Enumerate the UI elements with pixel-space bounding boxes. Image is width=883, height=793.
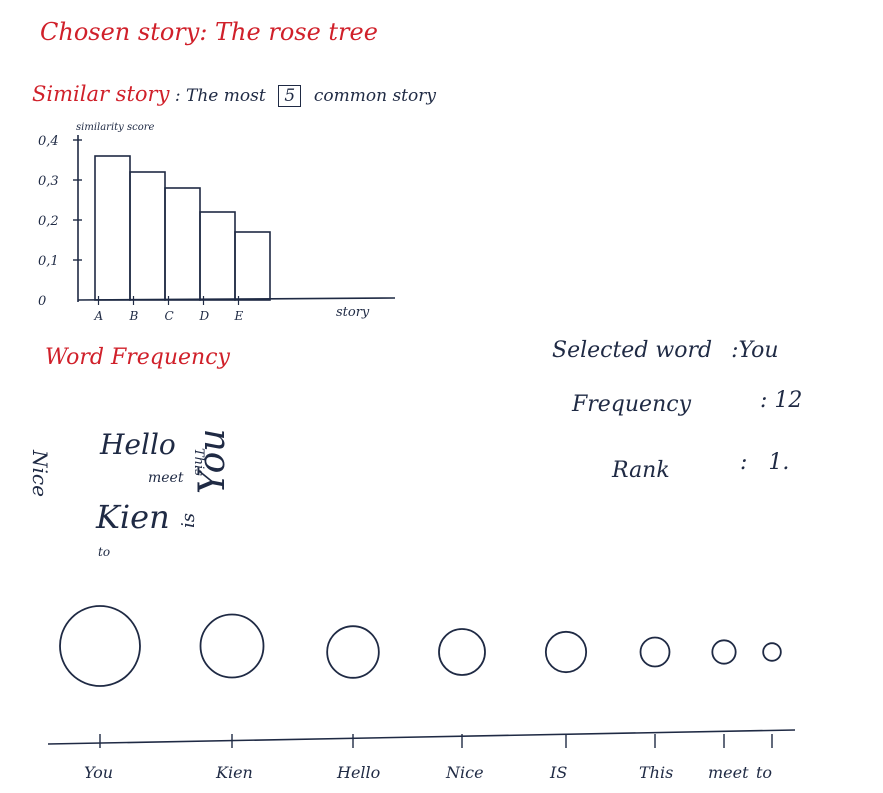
timeline-label-is[interactable]: IS bbox=[549, 763, 567, 782]
timeline-label-this[interactable]: This bbox=[639, 763, 673, 782]
chosen-story-line: Chosen story: The rose tree bbox=[40, 18, 378, 46]
bubble-this bbox=[639, 636, 671, 668]
timeline-axis bbox=[47, 729, 796, 745]
x-tick-label-C: C bbox=[165, 309, 174, 323]
bubble-nice bbox=[438, 628, 486, 676]
timeline-label-to[interactable]: to bbox=[756, 763, 772, 782]
rank-value-row: : 1. bbox=[740, 450, 790, 475]
timeline-label-hello[interactable]: Hello bbox=[336, 763, 380, 782]
cloud-word-hello[interactable]: Hello bbox=[100, 428, 176, 461]
cloud-word-kien[interactable]: Kien bbox=[96, 498, 170, 536]
x-tick-label-A: A bbox=[94, 309, 104, 323]
cloud-word-to[interactable]: to bbox=[98, 545, 111, 559]
rank-label: Rank bbox=[612, 458, 670, 483]
selected-word-label: Selected word bbox=[552, 338, 713, 363]
bubble-to bbox=[762, 642, 782, 662]
y-tick-label: 0,4 bbox=[38, 134, 59, 149]
bubble-meet bbox=[711, 639, 737, 665]
similar-story-label: Similar story bbox=[32, 82, 170, 106]
x-axis-label: story bbox=[336, 305, 370, 320]
selected-word-value: You bbox=[738, 338, 779, 363]
timeline-label-you[interactable]: You bbox=[84, 763, 113, 782]
rank-value: 1. bbox=[768, 450, 790, 475]
y-axis-label: similarity score bbox=[76, 122, 155, 133]
x-tick-label-E: E bbox=[234, 309, 244, 323]
frequency-label: Frequency bbox=[572, 392, 691, 417]
timeline-label-kien[interactable]: Kien bbox=[215, 763, 253, 782]
y-tick-label: 0,2 bbox=[38, 214, 59, 229]
similar-count-input[interactable]: 5 bbox=[278, 85, 302, 107]
bubble-you bbox=[59, 605, 141, 687]
timeline-label-meet[interactable]: meet bbox=[708, 763, 749, 782]
similar-text-pre: The most bbox=[186, 86, 266, 106]
y-tick-label: 0 bbox=[38, 294, 46, 309]
selected-word-row: Selected word :You bbox=[552, 338, 779, 363]
bubble-hello bbox=[326, 625, 380, 679]
bubble-is bbox=[544, 630, 588, 674]
similar-text-post: common story bbox=[313, 86, 436, 106]
similar-story-line: Similar story : The most 5 common story bbox=[32, 82, 436, 107]
y-tick-label: 0,1 bbox=[38, 254, 59, 269]
timeline-label-nice[interactable]: Nice bbox=[445, 763, 484, 782]
frequency-value-row: : 12 bbox=[760, 388, 803, 413]
chosen-story-value[interactable]: The rose tree bbox=[215, 18, 378, 46]
bubble-kien bbox=[199, 613, 265, 679]
cloud-word-meet[interactable]: meet bbox=[148, 470, 184, 486]
frequency-value: 12 bbox=[774, 388, 803, 413]
chosen-story-label: Chosen story bbox=[40, 18, 200, 46]
x-tick-label-B: B bbox=[129, 309, 139, 323]
bar-E bbox=[234, 231, 271, 301]
x-tick-label-D: D bbox=[199, 309, 210, 323]
y-tick-label: 0,3 bbox=[38, 174, 59, 189]
word-frequency-title: Word Frequency bbox=[45, 345, 230, 370]
